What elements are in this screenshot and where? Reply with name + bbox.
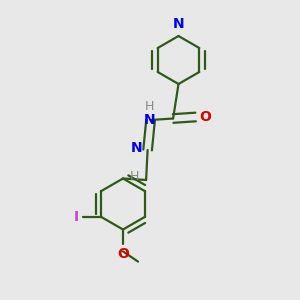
Text: N: N — [173, 16, 184, 31]
Text: H: H — [144, 100, 154, 113]
Text: N: N — [130, 142, 142, 155]
Text: I: I — [73, 210, 78, 224]
Text: N: N — [143, 113, 155, 127]
Text: H: H — [130, 170, 140, 184]
Text: O: O — [117, 247, 129, 261]
Text: O: O — [199, 110, 211, 124]
